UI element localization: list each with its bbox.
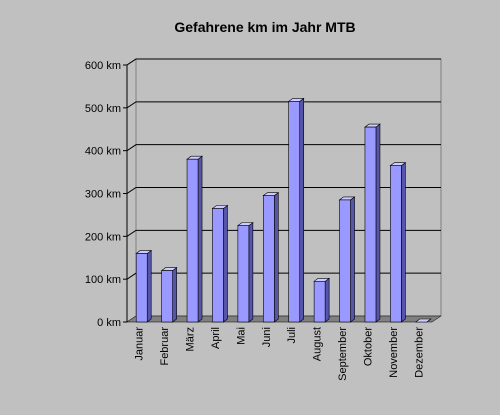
x-axis-labels: Januar Februar März April Mai Juni Juli August S… [134,327,426,381]
bar-november [389,162,407,323]
bar-mai [236,222,254,323]
x-tick-label: Oktober [362,327,374,366]
bar-juli [287,97,305,323]
gridline [126,101,441,109]
y-tick-label: 500 km [85,103,121,115]
gridline [126,144,441,152]
bar-januar [135,249,153,323]
x-tick-label: September [337,327,349,381]
x-tick-label: Mai [235,327,247,345]
bar-august [313,277,331,323]
bar-februar [160,267,178,323]
x-tick-label: April [210,327,222,349]
bar-oktober [364,123,381,323]
x-tick-label: Februar [159,327,171,366]
bar-april [211,204,229,323]
x-tick-label: Juni [261,327,273,347]
x-tick-label: Juli [286,327,298,344]
y-tick-label: 300 km [85,189,121,201]
x-tick-label: Januar [134,327,146,361]
x-tick-label: Dezember [413,327,425,378]
gridline [126,187,441,194]
y-tick-label: 100 km [85,274,121,286]
y-tick-label: 600 km [85,60,121,72]
gridline [126,58,441,66]
y-axis: 0 km 100 km 200 km 300 km 400 km 500 km 600 km [85,60,128,329]
chart-title: Gefahrene km im Jahr MTB [174,19,355,35]
y-tick-label: 400 km [85,146,121,158]
bar-märz [186,155,203,323]
x-tick-label: November [388,327,400,378]
y-tick-label: 0 km [97,317,121,329]
x-tick-label: August [312,327,324,361]
x-tick-label: März [185,327,197,351]
floor [126,315,442,323]
y-tick-label: 200 km [85,231,121,243]
bar-dezember [414,318,432,323]
bar-september [338,196,356,323]
bars [135,97,432,323]
bar-juni [262,192,280,323]
